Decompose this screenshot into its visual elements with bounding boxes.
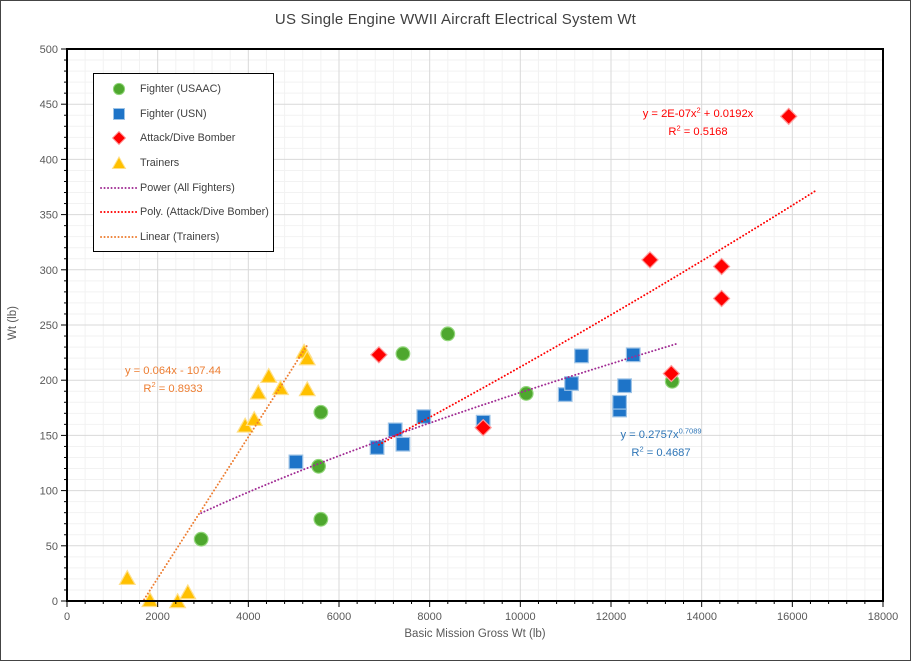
svg-text:450: 450: [40, 99, 58, 111]
svg-text:150: 150: [40, 430, 58, 442]
annotation-linear-equation: y = 0.064x - 107.44 R2 = 0.8933: [125, 364, 221, 398]
svg-text:50: 50: [46, 541, 58, 553]
legend-marker-diamond-icon: [94, 130, 140, 146]
trendline-poly-attack-dive-bomber: [377, 190, 816, 446]
data-point: [641, 251, 659, 269]
data-point: [440, 326, 456, 342]
svg-text:100: 100: [40, 486, 58, 498]
data-point: [313, 404, 329, 420]
data-point: [118, 569, 137, 586]
data-point: [712, 257, 731, 276]
r-squared-line: R2 = 0.5168: [668, 123, 728, 138]
data-point: [249, 383, 268, 400]
svg-text:400: 400: [40, 154, 58, 166]
svg-text:14000: 14000: [686, 611, 717, 623]
legend-marker-dotted-line-icon: [94, 229, 140, 245]
data-point: [574, 348, 589, 364]
chart-title: US Single Engine WWII Aircraft Electrica…: [274, 11, 637, 28]
svg-text:0: 0: [64, 611, 70, 623]
data-point: [612, 394, 628, 410]
legend-item-label: Fighter (USAAC): [140, 83, 221, 96]
legend-marker-triangle-icon: [94, 155, 140, 171]
r-squared-line: R2 = 0.8933: [143, 380, 203, 395]
x-tick-labels: 0 2000 4000 6000 8000 10000 12000 14000 16000 180…: [64, 611, 898, 623]
data-point: [288, 454, 304, 470]
legend-marker-dotted-line-icon: [94, 180, 140, 196]
data-point: [779, 107, 798, 126]
legend: Fighter (USAAC) Fighter (USN) Attack/Dive …: [93, 73, 274, 252]
data-point: [298, 380, 317, 397]
svg-text:6000: 6000: [327, 611, 351, 623]
legend-marker-square-icon: [94, 106, 140, 122]
svg-text:200: 200: [40, 375, 58, 387]
data-point: [298, 349, 317, 366]
svg-text:12000: 12000: [596, 611, 627, 623]
svg-text:300: 300: [40, 265, 58, 277]
legend-item-label: Attack/Dive Bomber: [140, 132, 236, 145]
data-point: [662, 364, 681, 383]
svg-text:2000: 2000: [145, 611, 169, 623]
svg-text:18000: 18000: [868, 611, 899, 623]
legend-item-fighter-usn: Fighter (USN): [94, 102, 273, 127]
r-squared-line: R2 = 0.4687: [631, 444, 691, 459]
svg-text:500: 500: [40, 44, 58, 56]
x-axis-title: Basic Mission Gross Wt (lb): [404, 628, 546, 640]
data-point: [474, 418, 493, 437]
legend-item-label: Poly. (Attack/Dive Bomber): [140, 206, 269, 219]
legend-item-fighter-usaac: Fighter (USAAC): [94, 77, 273, 102]
data-point: [416, 409, 432, 425]
svg-text:16000: 16000: [777, 611, 808, 623]
data-point: [395, 436, 411, 452]
data-point: [193, 531, 209, 547]
legend-item-power-all-fighters: Power (All Fighters): [94, 175, 273, 200]
data-point: [564, 376, 579, 391]
legend-item-poly-attack-dive-bomber: Poly. (Attack/Dive Bomber): [94, 200, 273, 225]
legend-item-attack-dive-bomber: Attack/Dive Bomber: [94, 126, 273, 151]
svg-text:0: 0: [52, 596, 58, 608]
data-point: [141, 591, 159, 608]
legend-item-linear-trainers: Linear (Trainers): [94, 225, 273, 250]
legend-item-label: Power (All Fighters): [140, 181, 235, 194]
data-point: [369, 440, 385, 455]
data-point: [712, 289, 731, 308]
legend-item-label: Trainers: [140, 157, 180, 170]
series-attack-dive-bomber: [370, 107, 798, 437]
y-tick-labels: 0 50 100 150 200 250 300 350 400 450 500: [40, 44, 58, 608]
data-point: [178, 583, 197, 600]
svg-text:8000: 8000: [417, 611, 441, 623]
svg-text:250: 250: [40, 320, 58, 332]
legend-marker-circle-icon: [94, 81, 140, 97]
equation-line: y = 2E-07x2 + 0.0192x: [642, 105, 754, 121]
equation-line: y = 0.064x - 107.44: [124, 365, 222, 378]
svg-text:4000: 4000: [236, 611, 260, 623]
legend-item-label: Linear (Trainers): [140, 230, 220, 243]
svg-text:10000: 10000: [505, 611, 536, 623]
data-point: [311, 458, 327, 474]
legend-marker-dotted-line-icon: [94, 204, 140, 220]
trendline-power-all-fighters: [200, 342, 678, 515]
data-point: [370, 345, 388, 364]
data-point: [617, 378, 632, 394]
equation-line: y = 0.2757x0.7089: [620, 426, 702, 442]
annotation-power-equation: y = 0.2757x0.7089 R2 = 0.4687: [620, 426, 701, 461]
data-point: [259, 367, 278, 383]
svg-text:350: 350: [40, 210, 58, 222]
data-point: [313, 511, 329, 527]
legend-item-label: Fighter (USN): [140, 107, 207, 120]
legend-item-trainers: Trainers: [94, 151, 273, 176]
series-fighter-usn: [288, 347, 641, 470]
data-point: [625, 347, 641, 363]
data-point: [395, 346, 411, 362]
annotation-poly-equation: y = 2E-07x2 + 0.0192x R2 = 0.5168: [643, 105, 754, 140]
axis-ticks: [61, 48, 884, 607]
